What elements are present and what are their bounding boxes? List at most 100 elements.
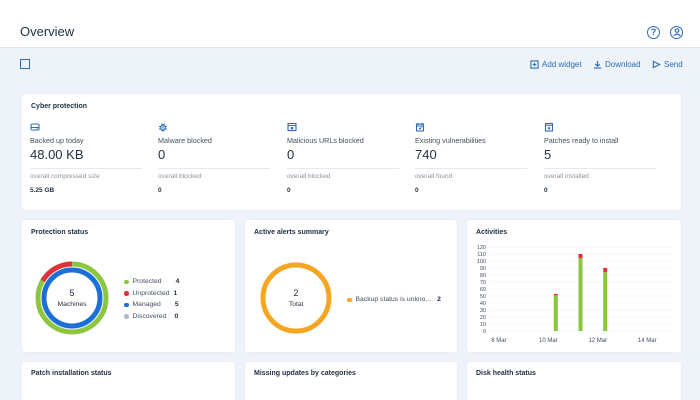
dashboard-toolbar: Add widget Download Send: [0, 52, 700, 78]
stat-value: 0: [158, 147, 166, 162]
card-title: Protection status: [31, 229, 89, 236]
legend-dot: [124, 279, 129, 284]
patch-installation-title: Patch installation status: [31, 370, 112, 377]
stat-value: 740: [415, 147, 437, 162]
send-icon: [652, 60, 661, 69]
legend-item[interactable]: Discovered 0: [124, 311, 179, 323]
protection-donut: [35, 261, 109, 335]
y-tick-label: 40: [480, 301, 486, 307]
stat-sub-value: 5.25 GB: [30, 187, 55, 194]
patch-icon: [544, 122, 554, 132]
y-tick-label: 50: [480, 294, 486, 300]
page-header: Overview ?: [0, 0, 700, 48]
donut-alerts: [260, 262, 332, 334]
donut-center: 2 Total: [276, 288, 316, 308]
y-tick-label: 10: [480, 322, 486, 328]
card-title: Cyber protection: [31, 103, 88, 110]
stat-sub-label: overall installed: [544, 173, 589, 180]
disk-health-title: Disk health status: [476, 370, 536, 377]
x-tick-label: 12 Mar: [588, 338, 607, 344]
divider: [158, 168, 270, 169]
card-title: Active alerts summary: [254, 229, 329, 236]
donut-unprotected: [40, 261, 73, 283]
bug-icon: [159, 123, 167, 132]
x-tick-label: 8 Mar: [491, 338, 506, 344]
stat-urls: Malicious URLs blocked 0 overall blocked…: [287, 122, 412, 194]
add-widget-label: Add widget: [542, 60, 582, 69]
legend-label: Managed: [132, 301, 161, 309]
stat-label: Backed up today: [30, 136, 84, 145]
legend-item[interactable]: Protected 4: [124, 276, 179, 288]
legend-item[interactable]: Unprotected 1: [124, 288, 179, 300]
stat-sub-label: overall found: [415, 173, 453, 180]
y-tick-label: 70: [480, 280, 486, 286]
legend-label: Unprotected: [132, 289, 170, 297]
legend-count: 5: [174, 301, 179, 309]
patch-installation-card: [22, 362, 235, 400]
legend-item[interactable]: Managed 5: [124, 299, 179, 311]
machines-count: 5: [69, 288, 75, 298]
backup-icon: [30, 123, 40, 131]
add-widget-button[interactable]: Add widget: [530, 60, 582, 69]
account-icon[interactable]: [670, 26, 683, 39]
donut-managed: [41, 267, 103, 329]
stat-sub-value: 0: [287, 187, 291, 194]
alerts-total-label: Total: [288, 301, 304, 308]
activity-bar-failed[interactable]: [603, 268, 608, 273]
stat-sub-value: 0: [158, 187, 162, 194]
stat-sub-label: overall blocked: [158, 173, 202, 180]
y-tick-label: 120: [477, 245, 486, 251]
activity-bar-failed[interactable]: [553, 293, 558, 296]
activity-bar-ok[interactable]: [603, 272, 608, 331]
vulnerability-icon: [415, 123, 425, 132]
legend-dot: [124, 291, 129, 296]
legend-label: Backup status is unkno...: [355, 296, 432, 304]
stat-sub-label: overall blocked: [287, 173, 331, 180]
missing-updates-title: Missing updates by categories: [254, 370, 356, 377]
download-button[interactable]: Download: [593, 60, 641, 69]
download-icon: [593, 60, 602, 69]
stat-label: Existing vulnerabilities: [415, 136, 486, 145]
alerts-total-count: 2: [293, 288, 299, 298]
divider: [544, 168, 656, 169]
send-label: Send: [664, 60, 683, 69]
y-tick-label: 80: [480, 273, 486, 279]
activity-bar-ok[interactable]: [553, 295, 558, 331]
stat-sub-value: 0: [415, 187, 419, 194]
y-tick-label: 0: [483, 329, 486, 335]
stat-value: 5: [544, 147, 552, 162]
alerts-donut: [260, 262, 332, 334]
page-title: Overview: [20, 24, 75, 39]
stat-label: Malware blocked: [158, 136, 212, 145]
legend-label: Discovered: [132, 312, 167, 320]
stat-value: 48.00 KB: [30, 147, 84, 162]
stat-label: Patches ready to install: [544, 136, 619, 145]
activity-bar-failed[interactable]: [578, 254, 583, 259]
legend-count: 4: [175, 278, 180, 286]
legend-count: 0: [174, 312, 179, 320]
x-tick-label: 10 Mar: [539, 338, 558, 344]
y-tick-label: 20: [480, 315, 486, 321]
send-button[interactable]: Send: [652, 60, 683, 69]
stat-sub-label: overall compressed size: [30, 173, 100, 180]
download-label: Download: [605, 60, 641, 69]
cyber-protection-card: Cyber protection Backed up today 48.00 K…: [22, 94, 681, 210]
y-tick-label: 110: [477, 252, 486, 258]
help-icon[interactable]: ?: [647, 26, 660, 39]
expand-icon[interactable]: [20, 59, 30, 69]
machines-label: Machines: [57, 301, 87, 308]
legend-count: 2: [437, 296, 441, 304]
legend-dot: [347, 297, 352, 302]
stat-patches: Patches ready to install 5 overall insta…: [544, 122, 669, 194]
donut-center: 5 Machines: [52, 288, 92, 308]
disk-health-card: [467, 362, 681, 400]
stat-malware: Malware blocked 0 overall blocked 0: [158, 122, 283, 194]
stat-value: 0: [287, 147, 295, 162]
x-tick-label: 14 Mar: [638, 338, 657, 344]
activity-bar-ok[interactable]: [578, 258, 583, 331]
legend-item[interactable]: Backup status is unkno... 2: [347, 294, 441, 306]
activities-card: Activities 120 110 100 90 80 70 60 50 40 30 20 10 0 8…: [467, 220, 681, 352]
stat-backed-up: Backed up today 48.00 KB overall compres…: [30, 122, 155, 194]
card-title: Activities: [476, 229, 508, 236]
